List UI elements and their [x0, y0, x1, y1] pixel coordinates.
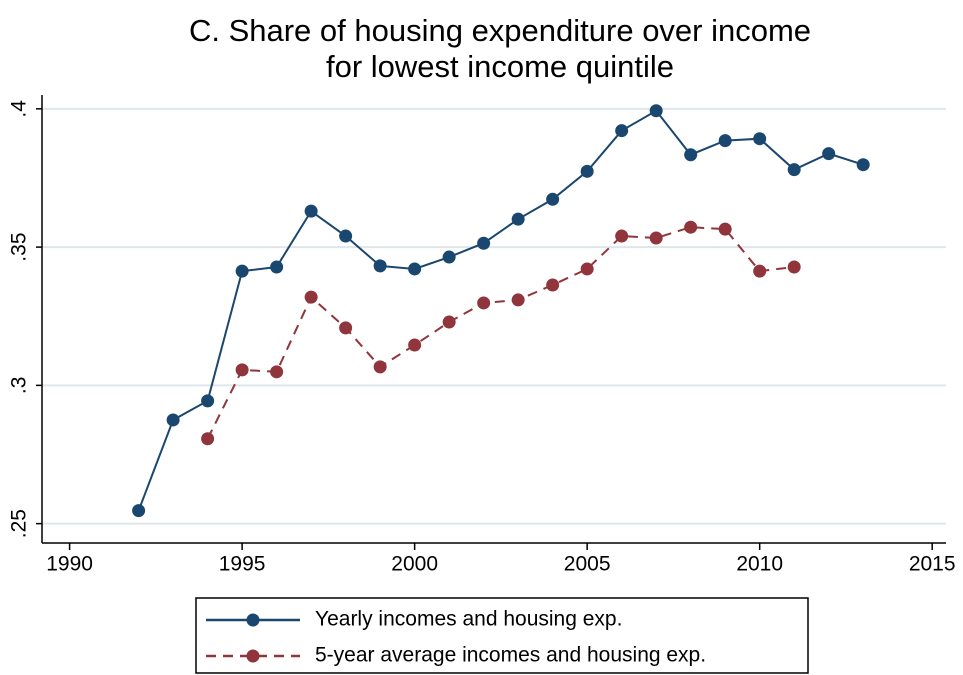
x-tick-label: 1995	[219, 553, 266, 576]
data-point	[511, 212, 525, 226]
data-point	[270, 365, 284, 379]
data-point	[132, 504, 146, 518]
data-point	[615, 229, 629, 243]
data-point	[477, 236, 491, 250]
data-point	[339, 229, 353, 243]
data-point	[546, 192, 560, 206]
data-point	[304, 204, 318, 218]
legend-marker	[246, 613, 260, 627]
data-point	[649, 231, 663, 245]
chart-title: C. Share of housing expenditure over inc…	[189, 13, 811, 48]
data-point	[753, 264, 767, 278]
y-tick-label: .3	[8, 377, 31, 395]
data-point	[166, 413, 180, 427]
data-point	[304, 290, 318, 304]
data-point	[373, 360, 387, 374]
data-point	[718, 222, 732, 236]
data-point	[442, 315, 456, 329]
data-point	[408, 338, 422, 352]
legend-label: Yearly incomes and housing exp.	[315, 608, 622, 631]
data-point	[753, 132, 767, 146]
data-point	[408, 262, 422, 276]
data-point	[718, 134, 732, 148]
legend-label: 5-year average incomes and housing exp.	[315, 644, 706, 667]
data-point	[235, 363, 249, 377]
x-tick-label: 2000	[391, 553, 438, 576]
x-tick-label: 2010	[736, 553, 783, 576]
data-point	[787, 163, 801, 177]
data-point	[822, 147, 836, 161]
data-point	[442, 250, 456, 264]
legend-marker	[246, 649, 260, 663]
data-point	[856, 158, 870, 172]
data-point	[270, 260, 284, 274]
y-tick-label: .35	[8, 232, 31, 261]
data-point	[373, 259, 387, 273]
data-point	[615, 124, 629, 138]
chart-title: for lowest income quintile	[326, 49, 674, 84]
data-point	[201, 394, 215, 408]
data-point	[339, 321, 353, 335]
legend-box	[195, 597, 809, 674]
data-point	[787, 260, 801, 274]
x-tick-label: 1990	[46, 553, 93, 576]
data-point	[684, 220, 698, 234]
data-point	[580, 262, 594, 276]
y-tick-label: .25	[8, 509, 31, 538]
data-point	[580, 164, 594, 178]
x-tick-label: 2005	[564, 553, 611, 576]
data-point	[511, 293, 525, 307]
data-point	[684, 148, 698, 162]
data-point	[477, 296, 491, 310]
data-point	[649, 104, 663, 118]
data-point	[201, 432, 215, 446]
x-tick-label: 2015	[909, 553, 956, 576]
data-point	[235, 264, 249, 278]
y-tick-label: .4	[8, 100, 31, 118]
series-line	[137, 109, 864, 511]
data-point	[546, 278, 560, 292]
